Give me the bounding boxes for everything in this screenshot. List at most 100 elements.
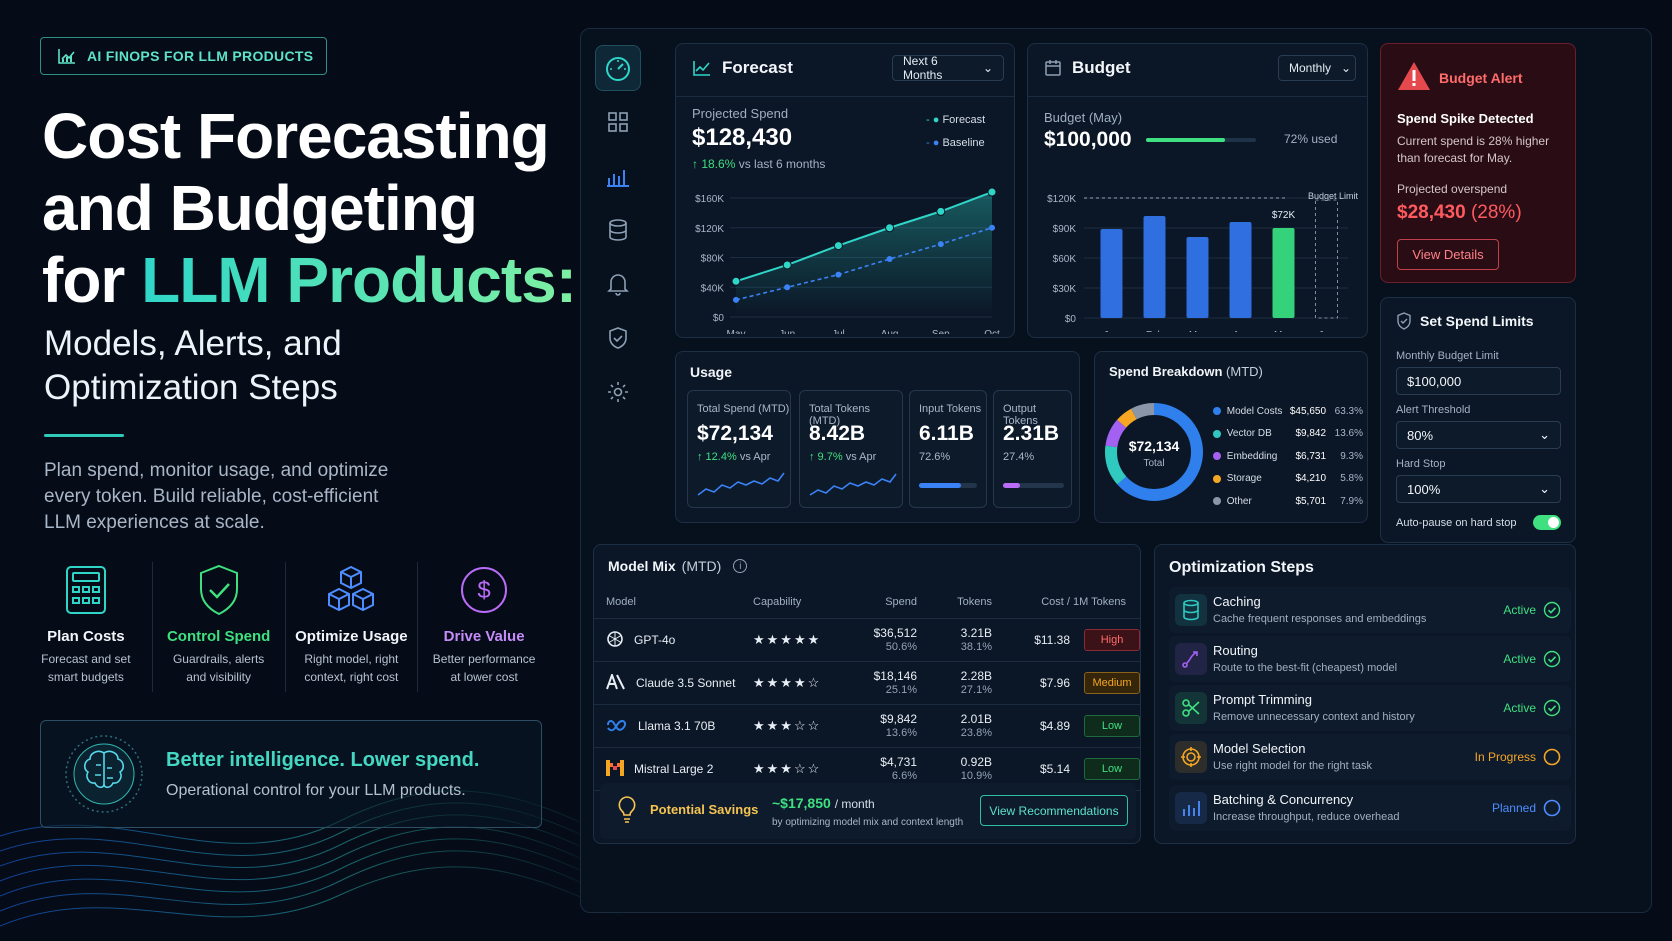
legend-name: Storage bbox=[1226, 473, 1262, 485]
shield-check-icon bbox=[1397, 312, 1411, 330]
chevron-down-icon: ⌄ bbox=[1539, 481, 1550, 496]
budget-limit-input[interactable]: $100,000 bbox=[1396, 367, 1561, 395]
sparkline bbox=[697, 472, 785, 496]
scissors-icon bbox=[1175, 692, 1207, 724]
nav-security[interactable] bbox=[595, 315, 641, 361]
hard-stop-value: 100% bbox=[1407, 481, 1441, 497]
cost-per-million: $7.96 bbox=[1039, 676, 1070, 690]
cost-per-million: $11.38 bbox=[1034, 633, 1070, 647]
stat-share: 27.4% bbox=[1003, 451, 1035, 463]
legend-item: Model Costs $45,650 63.3% bbox=[1213, 400, 1363, 423]
nav-analytics[interactable] bbox=[595, 153, 641, 199]
savings-note: by optimizing model mix and context leng… bbox=[772, 817, 964, 828]
forecast-range-select[interactable]: Next 6 Months ⌄ bbox=[892, 54, 1004, 82]
projected-value: $128,430 bbox=[692, 124, 793, 151]
sparkline bbox=[809, 473, 897, 496]
hard-stop-label: Hard Stop bbox=[1396, 458, 1446, 470]
mistral-icon bbox=[606, 759, 624, 779]
hero-section: AI FINOPS FOR LLM PRODUCTS Cost Forecast… bbox=[0, 0, 577, 941]
trend-line-icon bbox=[693, 61, 710, 76]
nav-gauge[interactable] bbox=[595, 45, 641, 91]
legend-pct: 13.6% bbox=[1334, 428, 1363, 440]
nav-settings[interactable] bbox=[595, 369, 641, 415]
stat-input-tokens: Input Tokens 6.11B 72.6% bbox=[909, 390, 987, 508]
optimization-step[interactable]: Routing Route to the best-fit (cheapest) … bbox=[1169, 636, 1571, 682]
overspend-label: Projected overspend bbox=[1397, 182, 1508, 196]
model-mix-rows: GPT-4o ★★★★★ $36,512 50.6% 3.21B 38.1% $11.38 H… bbox=[594, 619, 1140, 791]
forecast-growth: ↑ 18.6% vs last 6 months bbox=[692, 157, 825, 171]
model-name: GPT-4o bbox=[634, 633, 676, 647]
optimization-step[interactable]: Prompt Trimming Remove unnecessary contex… bbox=[1169, 685, 1571, 731]
grid-icon bbox=[608, 112, 628, 132]
meta-icon bbox=[606, 718, 628, 735]
optimization-step[interactable]: Batching & Concurrency Increase throughpu… bbox=[1169, 785, 1571, 831]
step-title: Routing bbox=[1213, 643, 1258, 658]
y-tick-label: $160K bbox=[695, 194, 724, 205]
budget-label: Budget (May) bbox=[1044, 110, 1123, 125]
cost-level-badge: Low bbox=[1084, 715, 1140, 737]
legend-name: Embedding bbox=[1226, 450, 1278, 462]
cubes-icon bbox=[328, 565, 375, 612]
subtitle-line-1: Models, Alerts, and bbox=[44, 324, 342, 363]
table-row[interactable]: Claude 3.5 Sonnet ★★★★☆ $18,146 25.1% 2.28B 2… bbox=[594, 662, 1140, 705]
budget-alert-panel: Budget Alert Spend Spike Detected Curren… bbox=[1380, 43, 1576, 283]
model-mix-table: Model Capability Spend Tokens Cost / 1M … bbox=[594, 585, 1140, 791]
forecast-growth-value: ↑ 18.6% bbox=[692, 157, 736, 171]
cost-per-million: $4.89 bbox=[1039, 719, 1070, 733]
step-title: Batching & Concurrency bbox=[1213, 792, 1354, 807]
step-title: Caching bbox=[1213, 594, 1261, 609]
legend-name: Vector DB bbox=[1226, 428, 1272, 440]
donut-total: $72,134 bbox=[1128, 438, 1180, 454]
savings-bar: Potential Savings ~$17,850 / month by op… bbox=[600, 783, 1136, 839]
donut-slice bbox=[1105, 403, 1203, 501]
projected-label: Projected Spend bbox=[692, 106, 789, 121]
view-recommendations-button[interactable]: View Recommendations bbox=[980, 795, 1128, 826]
savings-amount: ~$17,850 / month bbox=[772, 795, 875, 811]
stat-value: 8.42B bbox=[809, 422, 866, 445]
feature-plan-costs: Plan Costs Forecast and set smart budget… bbox=[20, 562, 153, 692]
step-status: Planned bbox=[1491, 801, 1536, 815]
cost-level-badge: Low bbox=[1084, 758, 1140, 780]
title-line-3-prefix: for bbox=[42, 244, 142, 316]
nav-database[interactable] bbox=[595, 207, 641, 253]
shield-check-icon bbox=[199, 564, 238, 616]
nav-rail bbox=[589, 41, 647, 571]
y-tick-label: $60K bbox=[1053, 254, 1077, 265]
spend-limits-title: Set Spend Limits bbox=[1420, 313, 1534, 329]
feature-list: Plan Costs Forecast and set smart budget… bbox=[20, 562, 550, 692]
feature-title: Plan Costs bbox=[47, 628, 125, 645]
optimization-step[interactable]: Model Selection Use right model for the r… bbox=[1169, 734, 1571, 780]
openai-icon bbox=[606, 630, 624, 651]
spend-pct: 50.6% bbox=[885, 641, 917, 653]
feature-title: Drive Value bbox=[443, 628, 525, 645]
table-row[interactable]: Llama 3.1 70B ★★★☆☆ $9,842 13.6% 2.01B 23.8% $… bbox=[594, 705, 1140, 748]
model-name: Llama 3.1 70B bbox=[638, 719, 716, 733]
view-details-button[interactable]: View Details bbox=[1397, 239, 1499, 270]
info-icon[interactable]: i bbox=[733, 559, 748, 573]
stat-label: Output Tokens bbox=[1003, 403, 1038, 427]
baseline-point bbox=[989, 224, 995, 231]
check-circle-icon bbox=[1543, 650, 1561, 673]
nav-alerts[interactable] bbox=[595, 261, 641, 307]
alert-threshold-select[interactable]: 80% ⌄ bbox=[1396, 421, 1561, 449]
hard-stop-select[interactable]: 100% ⌄ bbox=[1396, 475, 1561, 503]
baseline-point bbox=[784, 284, 791, 291]
tokens-pct: 27.1% bbox=[960, 684, 992, 696]
stat-change-suffix: vs Apr bbox=[845, 451, 877, 463]
spend-value: $4,731 bbox=[880, 755, 917, 769]
legend-pct: 63.3% bbox=[1334, 405, 1363, 417]
usage-title: Usage bbox=[690, 364, 733, 380]
nav-grid[interactable] bbox=[595, 99, 641, 145]
table-row[interactable]: GPT-4o ★★★★★ $36,512 50.6% 3.21B 38.1% $11.38 H… bbox=[594, 619, 1140, 662]
subtitle-line-2: Optimization Steps bbox=[44, 368, 338, 407]
x-tick-label: May bbox=[727, 329, 746, 334]
spend-breakdown-panel: Spend Breakdown (MTD) $72,134 Total Mode… bbox=[1094, 351, 1368, 523]
x-tick-label: May bbox=[1274, 330, 1293, 332]
budget-period-select[interactable]: Monthly ⌄ bbox=[1278, 55, 1356, 81]
title-line-3: for LLM Products: bbox=[42, 244, 577, 316]
tokens-value: 2.01B bbox=[960, 712, 992, 726]
optimization-step[interactable]: Caching Cache frequent responses and embe… bbox=[1169, 587, 1571, 633]
bar bbox=[1229, 222, 1252, 318]
autopause-toggle[interactable] bbox=[1533, 515, 1561, 530]
legend-forecast: - ● Forecast bbox=[926, 114, 986, 126]
